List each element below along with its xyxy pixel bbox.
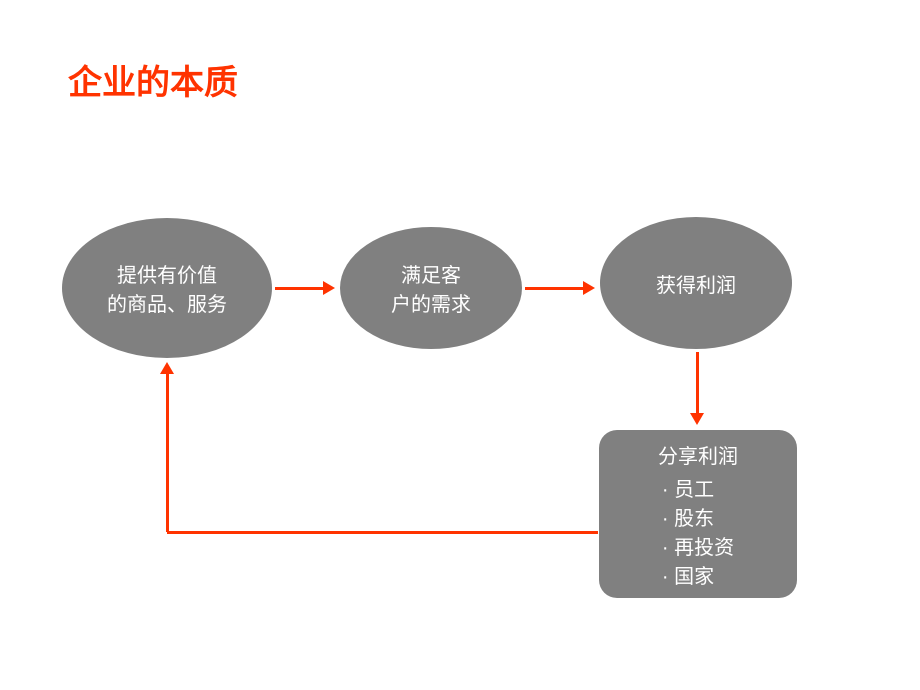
node-provide-value: 提供有价值 的商品、服务 xyxy=(62,218,272,358)
slide-title: 企业的本质 xyxy=(68,55,238,104)
node-satisfy-customer: 满足客 户的需求 xyxy=(340,227,522,349)
node-share-profit-list: 员工 股东 再投资 国家 xyxy=(662,473,734,589)
list-item: 股东 xyxy=(662,502,734,531)
list-item: 国家 xyxy=(662,560,734,589)
node-provide-value-line2: 的商品、服务 xyxy=(107,288,227,317)
list-item: 再投资 xyxy=(662,531,734,560)
list-item: 员工 xyxy=(662,473,734,502)
node-satisfy-customer-line2: 户的需求 xyxy=(391,288,471,317)
node-share-profit-title: 分享利润 xyxy=(658,440,738,469)
node-share-profit: 分享利润 员工 股东 再投资 国家 xyxy=(599,430,797,598)
node-gain-profit: 获得利润 xyxy=(600,217,792,349)
node-satisfy-customer-line1: 满足客 xyxy=(391,259,471,288)
node-gain-profit-line1: 获得利润 xyxy=(656,269,736,298)
node-provide-value-line1: 提供有价值 xyxy=(107,259,227,288)
